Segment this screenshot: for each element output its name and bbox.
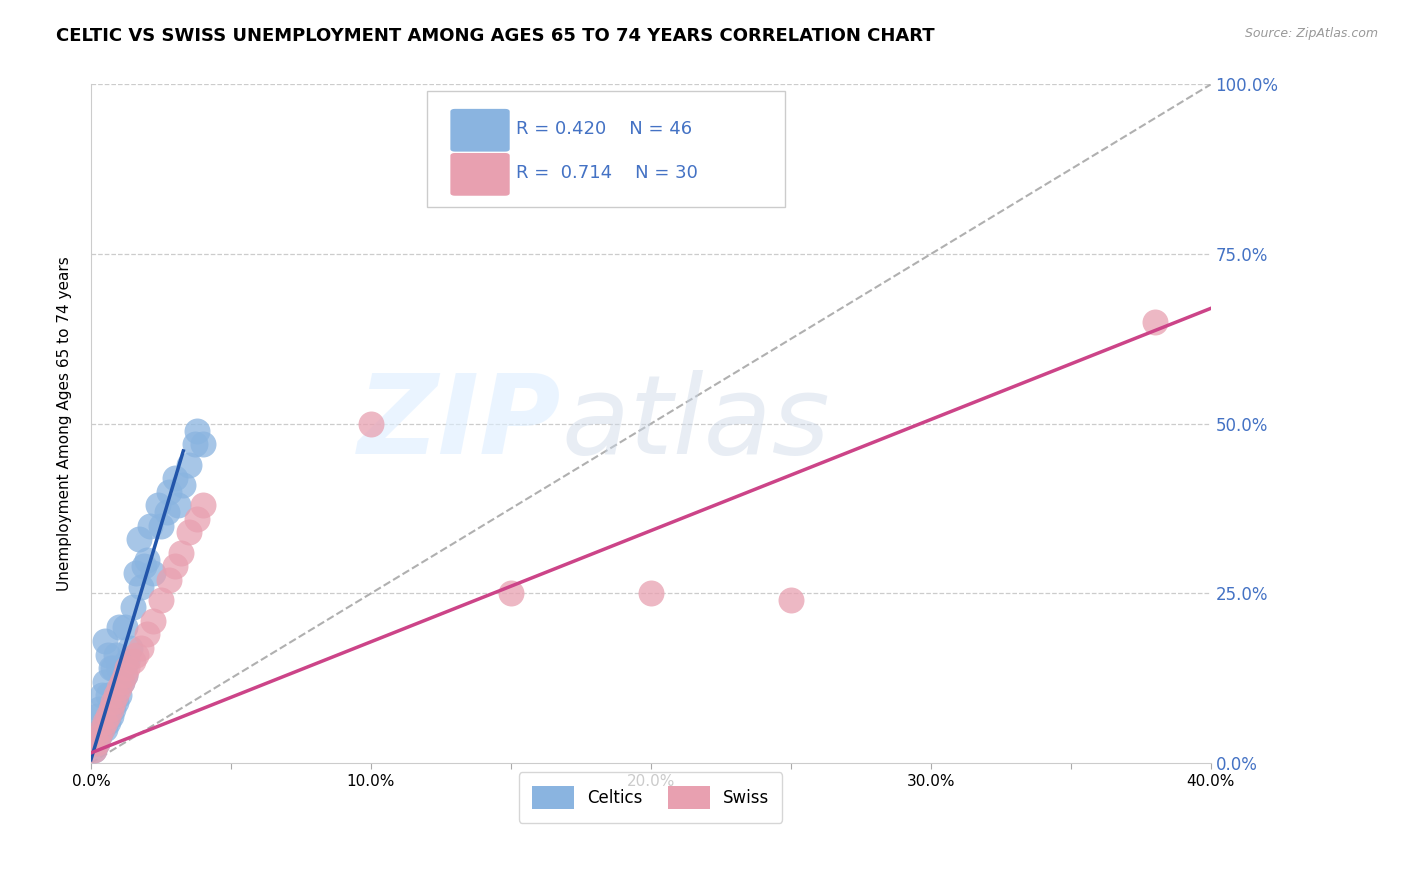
Point [120, 640, 142, 655]
Point [94, 674, 117, 689]
Point [163, 559, 186, 574]
Point [83, 742, 105, 756]
Point [157, 484, 180, 499]
Point [103, 702, 125, 716]
Point [86, 736, 108, 750]
Point [94, 715, 117, 730]
Point [138, 518, 160, 533]
Point [191, 437, 214, 451]
Point [146, 498, 169, 512]
Point [97, 715, 120, 730]
Text: R =  0.714    N = 30: R = 0.714 N = 30 [516, 163, 699, 182]
Text: CELTIC VS SWISS UNEMPLOYMENT AMONG AGES 65 TO 74 YEARS CORRELATION CHART: CELTIC VS SWISS UNEMPLOYMENT AMONG AGES … [56, 27, 935, 45]
Point [117, 661, 139, 675]
Point [103, 661, 125, 675]
Point [177, 525, 200, 540]
Point [640, 586, 662, 600]
Text: atlas: atlas [561, 370, 830, 477]
Point [114, 668, 136, 682]
Point [779, 593, 801, 607]
Point [89, 729, 111, 743]
Point [177, 458, 200, 472]
Point [117, 654, 139, 668]
Point [114, 668, 136, 682]
Point [149, 518, 172, 533]
Point [83, 742, 105, 756]
FancyBboxPatch shape [427, 91, 785, 207]
Point [86, 708, 108, 723]
Text: Source: ZipAtlas.com: Source: ZipAtlas.com [1244, 27, 1378, 40]
Point [91, 688, 114, 702]
Point [94, 722, 117, 736]
Point [91, 722, 114, 736]
Point [172, 478, 194, 492]
Point [94, 634, 117, 648]
Legend: Celtics, Swiss: Celtics, Swiss [519, 772, 783, 822]
Point [122, 654, 145, 668]
Point [108, 661, 131, 675]
Point [86, 736, 108, 750]
Y-axis label: Unemployment Among Ages 65 to 74 years: Unemployment Among Ages 65 to 74 years [58, 256, 72, 591]
Point [360, 417, 382, 431]
Point [114, 620, 136, 634]
FancyBboxPatch shape [450, 153, 510, 195]
Point [183, 437, 205, 451]
Point [149, 593, 172, 607]
Point [141, 566, 163, 580]
Text: ZIP: ZIP [357, 370, 561, 477]
Point [105, 688, 128, 702]
Point [125, 566, 148, 580]
Point [125, 648, 148, 662]
Point [128, 532, 150, 546]
Point [111, 674, 134, 689]
Point [169, 546, 191, 560]
Point [499, 586, 522, 600]
Point [105, 695, 128, 709]
Point [103, 695, 125, 709]
Point [141, 614, 163, 628]
Point [97, 708, 120, 723]
Point [97, 648, 120, 662]
Point [122, 600, 145, 615]
Point [89, 729, 111, 743]
Point [186, 512, 208, 526]
Point [131, 640, 153, 655]
Point [157, 573, 180, 587]
Point [97, 688, 120, 702]
Point [134, 559, 156, 574]
Point [135, 627, 157, 641]
Point [100, 708, 122, 723]
Point [166, 498, 188, 512]
Point [108, 681, 131, 696]
Point [100, 661, 122, 675]
Point [108, 688, 131, 702]
Point [111, 674, 134, 689]
FancyBboxPatch shape [450, 109, 510, 152]
Point [191, 498, 214, 512]
Point [135, 552, 157, 566]
Point [89, 702, 111, 716]
Point [1143, 315, 1166, 329]
Point [155, 505, 177, 519]
Text: R = 0.420    N = 46: R = 0.420 N = 46 [516, 120, 693, 137]
Point [105, 648, 128, 662]
Point [131, 580, 153, 594]
Point [100, 702, 122, 716]
Point [163, 471, 186, 485]
Point [91, 722, 114, 736]
Point [186, 424, 208, 438]
Point [108, 620, 131, 634]
